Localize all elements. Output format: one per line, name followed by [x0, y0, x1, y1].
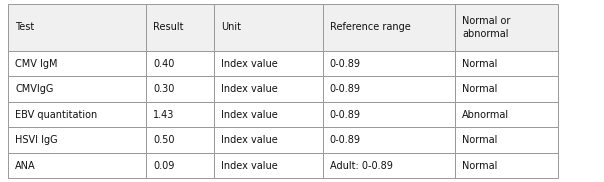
Bar [146, 76, 214, 102]
Bar [214, 153, 323, 178]
Bar [455, 4, 558, 51]
Text: 0.50: 0.50 [153, 135, 175, 145]
Text: ANA: ANA [15, 161, 36, 171]
Text: Normal: Normal [462, 59, 498, 69]
Bar [146, 4, 214, 51]
Text: Abnormal: Abnormal [462, 110, 509, 120]
Text: Adult: 0-0.89: Adult: 0-0.89 [330, 161, 393, 171]
Bar [455, 102, 558, 127]
Text: Normal: Normal [462, 84, 498, 94]
Bar [455, 127, 558, 153]
Bar [455, 76, 558, 102]
Bar [8, 51, 146, 76]
Bar [8, 4, 146, 51]
Text: Reference range: Reference range [330, 22, 411, 32]
Text: 0-0.89: 0-0.89 [330, 135, 361, 145]
Bar [214, 4, 323, 51]
Text: 0.40: 0.40 [153, 59, 175, 69]
Text: Unit: Unit [221, 22, 241, 32]
Text: CMV IgM: CMV IgM [15, 59, 57, 69]
Text: Normal or
abnormal: Normal or abnormal [462, 16, 510, 39]
Bar [323, 153, 455, 178]
Text: 0.30: 0.30 [153, 84, 175, 94]
Text: 0-0.89: 0-0.89 [330, 110, 361, 120]
Bar [323, 76, 455, 102]
Text: Normal: Normal [462, 161, 498, 171]
Bar [146, 51, 214, 76]
Bar [8, 76, 146, 102]
Text: 0.09: 0.09 [153, 161, 175, 171]
Bar [214, 127, 323, 153]
Bar [323, 102, 455, 127]
Text: 0-0.89: 0-0.89 [330, 59, 361, 69]
Text: 1.43: 1.43 [153, 110, 175, 120]
Bar [146, 102, 214, 127]
Bar [8, 127, 146, 153]
Bar [214, 51, 323, 76]
Text: Normal: Normal [462, 135, 498, 145]
Bar [8, 153, 146, 178]
Bar [323, 4, 455, 51]
Bar [146, 127, 214, 153]
Bar [146, 153, 214, 178]
Text: CMVIgG: CMVIgG [15, 84, 54, 94]
Text: Index value: Index value [221, 110, 278, 120]
Text: 0-0.89: 0-0.89 [330, 84, 361, 94]
Bar [455, 153, 558, 178]
Text: Index value: Index value [221, 135, 278, 145]
Bar [214, 102, 323, 127]
Text: Result: Result [153, 22, 184, 32]
Bar [214, 76, 323, 102]
Bar [323, 51, 455, 76]
Text: Test: Test [15, 22, 34, 32]
Text: Index value: Index value [221, 161, 278, 171]
Text: EBV quantitation: EBV quantitation [15, 110, 97, 120]
Text: Index value: Index value [221, 84, 278, 94]
Bar [323, 127, 455, 153]
Text: Index value: Index value [221, 59, 278, 69]
Bar [8, 102, 146, 127]
Text: HSVI IgG: HSVI IgG [15, 135, 58, 145]
Bar [455, 51, 558, 76]
